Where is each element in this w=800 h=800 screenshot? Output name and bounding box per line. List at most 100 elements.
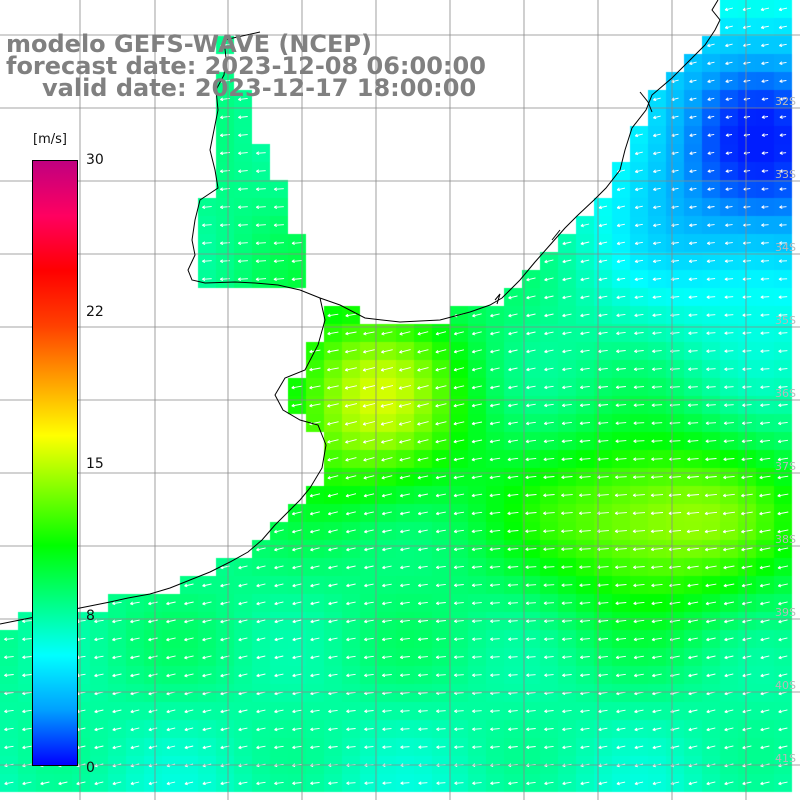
wind-arrow <box>688 781 698 786</box>
wind-arrow <box>543 421 554 426</box>
wind-arrow <box>400 727 410 732</box>
wind-arrow <box>184 637 194 642</box>
wind-arrow <box>202 673 212 678</box>
wind-arrow <box>652 259 661 264</box>
wind-arrow <box>689 115 697 120</box>
wind-arrow <box>741 583 753 588</box>
wind-arrow <box>724 709 734 714</box>
wind-arrow <box>508 619 518 624</box>
wind-arrow <box>705 439 717 444</box>
wind-arrow <box>22 727 32 732</box>
wind-arrow <box>651 457 663 462</box>
wind-arrow <box>94 745 104 750</box>
wind-arrow <box>561 601 573 606</box>
wind-arrow <box>4 709 14 714</box>
wind-arrow <box>398 403 412 408</box>
wind-arrow <box>255 277 267 282</box>
wind-arrow <box>526 277 536 282</box>
wind-arrow <box>598 313 608 318</box>
wind-arrow <box>689 223 697 228</box>
wind-arrow <box>652 97 661 102</box>
wind-arrow <box>760 619 770 624</box>
wind-arrow <box>653 133 661 138</box>
wind-arrow <box>148 763 158 768</box>
wind-arrow <box>273 241 285 246</box>
wind-arrow <box>761 169 769 173</box>
wind-arrow <box>508 781 518 786</box>
wind-arrow <box>760 601 770 606</box>
wind-arrow <box>561 439 573 444</box>
wind-arrow <box>490 709 500 714</box>
wind-arrow <box>778 727 788 732</box>
wind-arrow <box>777 565 789 570</box>
wind-arrow <box>742 331 752 335</box>
lat-label: 35S <box>775 314 796 327</box>
wind-arrow <box>616 709 626 714</box>
wind-arrow <box>291 529 302 534</box>
wind-arrow <box>417 421 429 426</box>
wind-arrow <box>490 655 500 660</box>
wind-arrow <box>489 511 501 516</box>
wind-arrow <box>362 367 376 372</box>
wind-arrow <box>688 673 698 678</box>
wind-arrow <box>202 205 212 210</box>
wind-arrow <box>166 673 176 678</box>
wind-arrow <box>580 781 590 786</box>
wind-arrow <box>453 511 465 516</box>
wind-arrow <box>489 565 501 570</box>
wind-arrow <box>634 187 643 192</box>
wind-arrow <box>760 331 770 335</box>
wind-arrow <box>184 583 194 588</box>
wind-arrow <box>398 421 411 426</box>
wind-arrow <box>202 763 212 768</box>
wind-arrow <box>166 709 176 714</box>
wind-arrow <box>471 457 483 462</box>
wind-arrow <box>328 745 338 750</box>
wind-arrow <box>238 745 248 750</box>
wind-arrow <box>364 565 374 570</box>
wind-arrow <box>94 619 104 624</box>
wind-arrow <box>364 673 374 678</box>
wind-arrow <box>580 745 590 750</box>
wind-arrow <box>777 583 788 588</box>
wind-arrow <box>580 349 590 354</box>
wind-arrow <box>130 691 140 696</box>
wind-arrow <box>525 619 536 624</box>
wind-arrow <box>381 457 393 462</box>
wind-arrow <box>634 169 643 174</box>
wind-arrow <box>597 403 609 408</box>
wind-arrow <box>380 439 393 444</box>
wind-arrow <box>346 601 356 606</box>
wind-arrow <box>345 439 357 444</box>
wind-arrow <box>112 637 122 642</box>
wind-arrow <box>651 637 663 642</box>
wind-arrow <box>669 421 681 426</box>
wind-arrow <box>256 619 266 624</box>
wind-arrow <box>706 709 716 714</box>
wind-arrow <box>454 727 464 732</box>
wind-arrow <box>651 421 663 426</box>
wind-arrow <box>417 439 429 444</box>
wind-arrow <box>453 565 464 570</box>
wind-arrow <box>761 79 769 83</box>
wind-arrow <box>202 583 212 588</box>
wind-arrow <box>633 565 645 570</box>
wind-arrow <box>760 745 770 750</box>
wind-arrow <box>166 601 176 606</box>
wind-arrow <box>706 727 716 732</box>
wind-arrows <box>4 7 789 786</box>
wind-arrow <box>507 439 518 444</box>
wind-arrow <box>760 781 770 786</box>
wind-arrow <box>364 745 374 750</box>
wind-arrow <box>634 781 644 786</box>
wind-arrow <box>292 637 302 642</box>
wind-arrow <box>148 727 158 732</box>
wind-arrow <box>435 673 446 678</box>
wind-arrow <box>22 655 32 660</box>
wind-arrow <box>148 601 158 606</box>
wind-arrow <box>741 475 753 480</box>
model-name: modelo GEFS-WAVE (NCEP) <box>6 30 372 58</box>
wind-arrow <box>471 511 483 516</box>
wind-arrow <box>743 97 751 101</box>
wind-arrow <box>328 565 338 570</box>
